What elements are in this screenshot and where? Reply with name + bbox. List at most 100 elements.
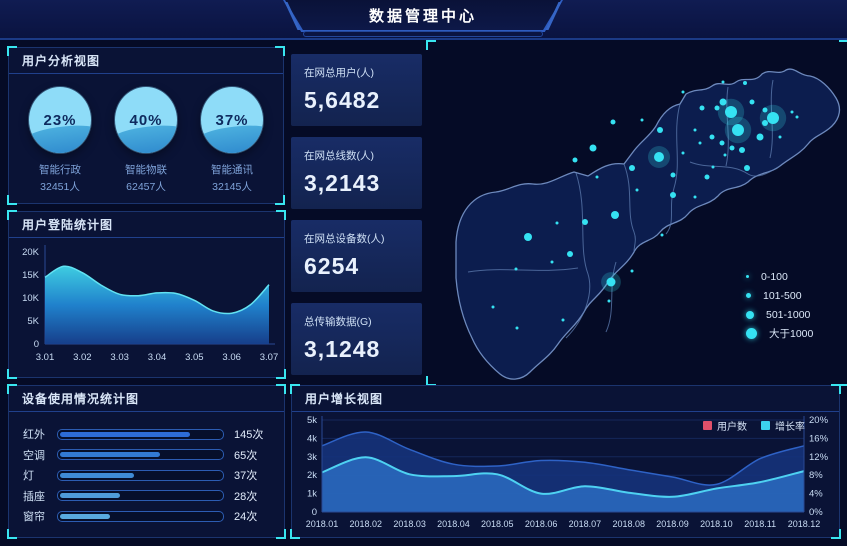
district-border: [467, 267, 579, 273]
axis-tick-label: 4%: [809, 489, 823, 500]
axis-tick-label: 0%: [809, 507, 823, 518]
map-data-dot[interactable]: [635, 188, 639, 192]
chart-legend-item[interactable]: 用户数: [703, 418, 747, 433]
axis-tick-label: 3.02: [73, 352, 92, 363]
gauge-circle: 23%: [29, 87, 91, 153]
login-area-line: [44, 265, 270, 315]
map-data-dot[interactable]: [719, 98, 727, 106]
map-data-dot[interactable]: [698, 141, 702, 145]
map-size-legend: 0-100 101-500 501-1000 大于1000: [746, 270, 813, 340]
map-data-dot[interactable]: [640, 118, 644, 122]
map-data-dot[interactable]: [743, 81, 747, 85]
map-data-dot[interactable]: [739, 147, 745, 153]
device-bar-row: 窗帘 24次: [23, 506, 272, 527]
map-data-dot[interactable]: [767, 112, 779, 124]
axis-tick-label: 3.04: [148, 352, 167, 363]
gauge-percent: 40%: [129, 111, 163, 129]
header-title-plate: 数据管理中心: [285, 0, 561, 30]
panel-user-analysis: 用户分析视图 23% 智能行政 32451人 40% 智能物联 62457人 37% 智能通讯…: [7, 46, 285, 205]
map-data-dot[interactable]: [699, 105, 705, 111]
map-data-dot[interactable]: [657, 127, 663, 133]
legend-dot-icon: [746, 328, 757, 339]
axis-tick-label: 2018.09: [656, 519, 689, 529]
panel-device-usage: 设备使用情况统计图 红外 145次 空调 65次灯 37次 插座 28次 窗帘 24次: [7, 384, 286, 539]
map-data-dot[interactable]: [714, 105, 720, 111]
district-border: [665, 103, 681, 235]
axis-tick-label: 3.03: [110, 352, 129, 363]
map-data-dot[interactable]: [704, 174, 710, 180]
map-data-dot[interactable]: [681, 151, 685, 155]
legend-label: 0-100: [761, 270, 788, 283]
axis-tick-label: 2018.01: [306, 519, 339, 529]
legend-label: 大于1000: [769, 328, 814, 340]
map-data-dot[interactable]: [744, 165, 750, 171]
page-title: 数据管理中心: [368, 7, 477, 25]
map-data-dot[interactable]: [693, 195, 697, 199]
map-data-dot[interactable]: [514, 267, 518, 271]
map-data-dot[interactable]: [778, 135, 782, 139]
bar-fill: [60, 452, 160, 458]
gauge: 40% 智能物联 62457人: [106, 87, 186, 194]
bar-fill: [60, 493, 120, 499]
map-data-dot[interactable]: [561, 318, 565, 322]
map-data-dot[interactable]: [589, 144, 597, 152]
map-data-dot[interactable]: [681, 90, 685, 94]
map-data-dot[interactable]: [555, 221, 559, 225]
map-legend-item[interactable]: 0-100: [746, 270, 813, 283]
map-data-dot[interactable]: [721, 80, 725, 84]
stat-label: 在网总设备数(人): [304, 233, 385, 245]
map-data-dot[interactable]: [607, 299, 611, 303]
map-data-dot[interactable]: [723, 153, 727, 157]
map-data-dot[interactable]: [606, 277, 616, 287]
map-data-dot[interactable]: [711, 165, 715, 169]
map-data-dot[interactable]: [630, 269, 634, 273]
map-data-dot[interactable]: [610, 119, 616, 125]
map-data-dot[interactable]: [550, 260, 554, 264]
map-data-dot[interactable]: [749, 99, 755, 105]
stat-card-total-devices: 在网总设备数(人) 6254: [291, 220, 422, 292]
map-data-dot[interactable]: [762, 120, 768, 126]
map-data-dot[interactable]: [719, 140, 725, 146]
map-data-dot[interactable]: [670, 172, 676, 178]
map-data-dot[interactable]: [524, 233, 532, 241]
axis-tick-label: 16%: [809, 433, 829, 444]
axis-tick-label: 0: [34, 339, 39, 350]
map-data-dot[interactable]: [670, 192, 676, 198]
chart-legend-item[interactable]: 增长率: [761, 418, 805, 433]
map-legend-item[interactable]: 大于1000: [746, 327, 813, 340]
axis-tick-label: 20%: [809, 415, 829, 426]
map-legend-item[interactable]: 501-1000: [746, 308, 813, 321]
map-data-dot[interactable]: [729, 145, 735, 151]
map-data-dot[interactable]: [693, 128, 697, 132]
map-data-dot[interactable]: [762, 107, 768, 113]
map-data-dot[interactable]: [756, 133, 764, 141]
map-data-dot[interactable]: [491, 305, 495, 309]
bar-fill: [60, 431, 191, 437]
map-data-dot[interactable]: [660, 233, 664, 237]
map-data-dot[interactable]: [795, 115, 799, 119]
map-data-dot[interactable]: [732, 124, 744, 136]
map-data-dot[interactable]: [515, 326, 519, 330]
bar-label: 插座: [23, 490, 45, 503]
map-data-dot[interactable]: [709, 134, 715, 140]
map-data-dot[interactable]: [654, 152, 664, 162]
device-bar-row: 灯 37次: [23, 465, 272, 486]
axis-tick-label: 4k: [307, 433, 317, 444]
map-legend-item[interactable]: 101-500: [746, 289, 813, 302]
map-data-dot[interactable]: [567, 251, 573, 257]
axis-tick-label: 2018.04: [437, 519, 470, 529]
map-data-dot[interactable]: [725, 106, 737, 118]
map-data-dot[interactable]: [629, 165, 635, 171]
bar-label: 窗帘: [23, 511, 45, 524]
map-data-dot[interactable]: [582, 219, 588, 225]
axis-tick-label: 2018.03: [393, 519, 426, 529]
bar-value: 65次: [234, 449, 258, 462]
map-data-dot[interactable]: [595, 175, 599, 179]
district-border: [565, 172, 591, 339]
bar-track: [57, 510, 224, 522]
map-data-dot[interactable]: [611, 211, 619, 219]
map-data-dot[interactable]: [572, 157, 578, 163]
map-data-dot[interactable]: [790, 110, 794, 114]
stat-label: 在网总用户(人): [304, 67, 374, 79]
device-bar-chart: 红外 145次 空调 65次灯 37次 插座 28次 窗帘 24次: [9, 412, 284, 527]
